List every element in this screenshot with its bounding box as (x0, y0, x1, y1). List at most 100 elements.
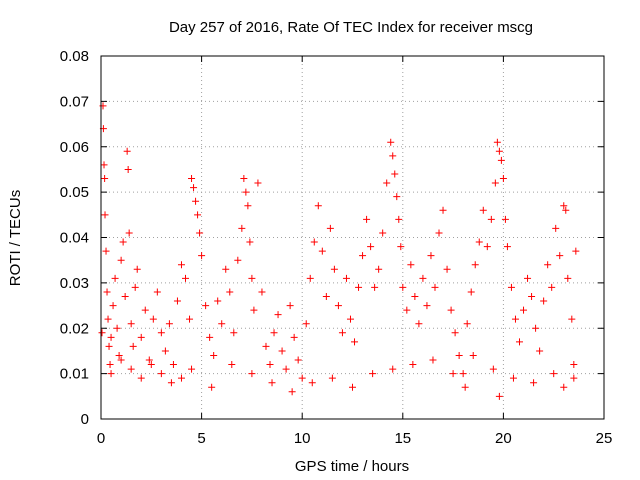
data-point (431, 283, 439, 291)
data-point (198, 252, 206, 260)
data-point (387, 138, 395, 146)
data-point (570, 374, 578, 382)
data-point (258, 288, 266, 296)
data-point (371, 283, 379, 291)
data-point (427, 252, 435, 260)
data-point (479, 206, 487, 214)
data-point (104, 315, 112, 323)
data-point (451, 329, 459, 337)
data-point (268, 379, 276, 387)
data-point (102, 247, 110, 255)
x-tick-label: 5 (197, 430, 205, 447)
data-point (499, 175, 507, 183)
data-point (415, 320, 423, 328)
data-point (125, 229, 133, 237)
data-point (560, 383, 568, 391)
y-tick-label: 0 (81, 411, 89, 428)
y-tick-label: 0.04 (60, 230, 89, 247)
data-point (351, 338, 359, 346)
data-point (188, 175, 196, 183)
data-point (322, 292, 330, 300)
data-point (192, 197, 200, 205)
data-point (208, 383, 216, 391)
data-point (443, 265, 451, 273)
data-point (109, 302, 117, 310)
data-point (286, 302, 294, 310)
y-tick-label: 0.05 (60, 184, 89, 201)
data-point (328, 374, 336, 382)
data-point (182, 274, 190, 282)
data-point (407, 261, 415, 269)
data-point (238, 224, 246, 232)
chart-title: Day 257 of 2016, Rate Of TEC Index for r… (169, 19, 533, 36)
data-point (342, 274, 350, 282)
data-point (355, 283, 363, 291)
data-point (131, 283, 139, 291)
y-tick-label: 0.03 (60, 275, 89, 292)
y-tick-label: 0.01 (60, 366, 89, 383)
data-point (186, 315, 194, 323)
data-point (346, 315, 354, 323)
data-point (391, 170, 399, 178)
data-point (318, 247, 326, 255)
data-point (234, 256, 242, 264)
data-point (532, 324, 540, 332)
data-point (334, 302, 342, 310)
data-point (194, 211, 202, 219)
data-point (103, 288, 111, 296)
data-point (278, 347, 286, 355)
data-point (157, 370, 165, 378)
data-point (369, 370, 377, 378)
data-point (145, 356, 153, 364)
data-point (250, 306, 258, 314)
data-point (556, 252, 564, 260)
data-point (423, 302, 431, 310)
data-point (399, 283, 407, 291)
data-point (214, 297, 222, 305)
data-point (403, 306, 411, 314)
data-point (177, 374, 185, 382)
data-point (463, 320, 471, 328)
x-tick-label: 10 (294, 430, 311, 447)
data-point (495, 147, 503, 155)
data-point (524, 274, 532, 282)
data-point (495, 392, 503, 400)
data-point (379, 229, 387, 237)
data-point (107, 370, 115, 378)
data-point (489, 365, 497, 373)
data-point (157, 329, 165, 337)
y-tick-label: 0.07 (60, 93, 89, 110)
grid-layer (101, 56, 604, 419)
data-point (572, 247, 580, 255)
data-point (298, 374, 306, 382)
data-point (429, 356, 437, 364)
x-axis-title: GPS time / hours (295, 458, 409, 475)
data-point (161, 347, 169, 355)
data-point (117, 256, 125, 264)
data-point (507, 283, 515, 291)
data-point (497, 156, 505, 164)
data-point (188, 365, 196, 373)
data-point (137, 374, 145, 382)
data-points (98, 102, 580, 400)
data-point (244, 202, 252, 210)
data-point (564, 274, 572, 282)
data-point (105, 342, 113, 350)
data-point (106, 361, 114, 369)
data-point (274, 311, 282, 319)
data-point (113, 324, 121, 332)
data-point (459, 370, 467, 378)
data-point (375, 265, 383, 273)
data-point (439, 206, 447, 214)
data-point (501, 215, 509, 223)
data-point (127, 365, 135, 373)
data-point (455, 351, 463, 359)
data-point (262, 342, 270, 350)
axis-ticks: 0 5 10 15 20 25 0 0.01 0.02 0.03 0.04 0.05 0.06 0.07 0… (60, 48, 613, 447)
data-point (173, 297, 181, 305)
x-tick-label: 20 (495, 430, 512, 447)
data-point (202, 302, 210, 310)
data-point (314, 202, 322, 210)
